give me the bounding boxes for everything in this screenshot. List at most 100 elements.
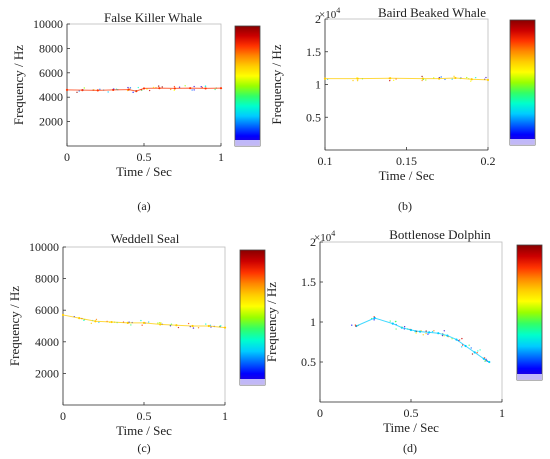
data-point-sample [485, 76, 487, 79]
data-point-sample [395, 328, 397, 330]
data-point-sample [451, 78, 453, 80]
data-point-sample [443, 335, 445, 337]
y-tick-label: 6000 [39, 66, 63, 80]
data-point-sample [161, 86, 163, 88]
x-axis-label: Time / Sec [383, 420, 439, 435]
data-point-sample [98, 321, 100, 323]
data-point-sample [441, 334, 444, 337]
series-trace [325, 77, 489, 81]
data-point-sample [193, 85, 195, 88]
y-tick-label: 1 [310, 315, 316, 329]
y-tick-label: 2 [310, 235, 316, 249]
data-point-sample [470, 80, 472, 82]
data-point-sample [148, 89, 151, 92]
data-point-sample [468, 344, 470, 346]
y-tick-label: 4000 [39, 90, 63, 104]
data-point-sample [395, 320, 397, 323]
x-tick-label: 0.5 [404, 406, 419, 420]
data-point-sample [157, 322, 159, 324]
colorbar [234, 25, 261, 147]
data-point-sample [160, 322, 162, 324]
data-point-sample [129, 87, 132, 89]
chart-title: False Killer Whale [104, 10, 202, 25]
data-point-sample [83, 87, 85, 89]
data-point-sample [90, 322, 93, 325]
data-point-sample [126, 89, 129, 92]
y-tick-label: 1.5 [301, 275, 316, 289]
data-point-sample [200, 86, 202, 88]
y-tick-label: 8000 [35, 272, 59, 286]
y-axis-label: Frequency / Hz [264, 282, 279, 362]
x-tick-label: 1 [222, 409, 228, 423]
data-point-sample [177, 326, 180, 329]
y-tick-label: 4000 [35, 335, 59, 349]
data-point-sample [184, 85, 186, 87]
data-point-sample [471, 353, 474, 355]
colorbar [509, 19, 536, 146]
data-point-sample [438, 76, 441, 79]
data-point-sample [425, 332, 427, 335]
y-tick-label: 10000 [33, 17, 63, 31]
data-point-sample [453, 75, 455, 78]
data-point-sample [354, 324, 357, 326]
x-tick-label: 1 [218, 150, 224, 164]
data-point-sample [451, 338, 453, 340]
data-point-sample [178, 86, 181, 88]
colorbar-base [510, 139, 535, 145]
colorbar [516, 244, 543, 381]
data-point-sample [484, 360, 486, 362]
data-point-sample [458, 339, 461, 341]
x-tick-label: 0.5 [137, 409, 152, 423]
data-point-sample [403, 325, 406, 328]
axis-exponent: ×104 [319, 6, 340, 21]
data-point-sample [197, 327, 200, 329]
colorbar [239, 249, 266, 386]
data-point-sample [159, 322, 161, 324]
panel-caption: (d) [403, 441, 417, 455]
data-point-sample [389, 320, 391, 322]
y-tick-label: 1.5 [306, 45, 321, 59]
panel-b: Baird Beaked Whale ×104 0.1 0.15 0.2 0.5 1 1.5 2… [269, 5, 536, 213]
data-point-sample [476, 351, 478, 354]
data-point-sample [137, 86, 139, 89]
data-point-sample [95, 318, 98, 321]
plot-area [324, 18, 489, 151]
colorbar-base [240, 379, 265, 385]
x-tick-label: 0.15 [396, 154, 417, 168]
data-point-sample [421, 79, 423, 82]
x-tick-label: 0.5 [137, 150, 152, 164]
panel-caption: (a) [137, 199, 150, 213]
chart-title: Weddell Seal [111, 231, 180, 246]
data-point-sample [204, 85, 207, 87]
data-point-sample [78, 90, 80, 92]
data-point-sample [205, 323, 207, 325]
data-point-sample [220, 325, 222, 327]
series-trace [356, 317, 490, 363]
data-point-sample [474, 76, 477, 79]
y-tick-label: 2000 [39, 115, 63, 129]
data-point-sample [351, 324, 353, 326]
data-point-sample [99, 88, 101, 90]
y-tick-label: 2 [315, 12, 321, 26]
x-tick-label: 0 [60, 409, 66, 423]
data-point-sample [169, 88, 172, 91]
data-point-sample [427, 333, 429, 335]
plot-area [319, 241, 503, 403]
data-point-sample [130, 324, 132, 326]
data-point-sample [440, 76, 442, 78]
data-point-sample [157, 85, 160, 87]
data-point-sample [461, 346, 463, 348]
x-axis-label: Time / Sec [379, 168, 435, 183]
data-point-sample [466, 76, 468, 79]
data-point-sample [443, 330, 445, 332]
data-point-sample [433, 330, 435, 332]
data-point-sample [425, 79, 427, 81]
x-tick-label: 0 [317, 406, 323, 420]
colorbar-base [235, 140, 260, 146]
data-point-sample [414, 330, 416, 333]
data-point-sample [201, 86, 204, 89]
data-point-sample [479, 349, 481, 351]
data-point-sample [169, 325, 172, 327]
data-point-sample [173, 85, 176, 88]
